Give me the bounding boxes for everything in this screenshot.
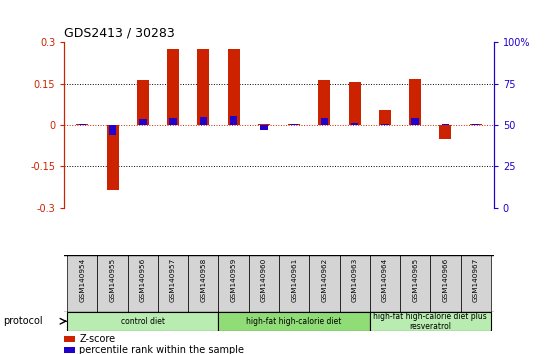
Bar bbox=[76, 124, 88, 125]
Bar bbox=[64, 347, 75, 353]
Bar bbox=[219, 255, 249, 312]
Bar bbox=[169, 119, 177, 125]
Bar bbox=[288, 124, 300, 125]
Bar bbox=[128, 255, 158, 312]
Bar bbox=[460, 255, 491, 312]
Text: GSM140965: GSM140965 bbox=[412, 258, 418, 302]
Bar bbox=[439, 125, 451, 139]
Bar bbox=[139, 119, 147, 125]
Bar bbox=[64, 336, 75, 342]
Text: protocol: protocol bbox=[3, 316, 42, 326]
Bar bbox=[67, 312, 219, 331]
Bar bbox=[290, 124, 298, 125]
Bar bbox=[441, 124, 449, 125]
Bar bbox=[400, 255, 430, 312]
Bar bbox=[339, 255, 370, 312]
Bar bbox=[470, 124, 482, 125]
Bar bbox=[370, 312, 491, 331]
Bar bbox=[409, 79, 421, 125]
Text: GSM140959: GSM140959 bbox=[230, 258, 237, 302]
Text: GSM140962: GSM140962 bbox=[321, 258, 328, 302]
Text: high-fat high-calorie diet plus
resveratrol: high-fat high-calorie diet plus resverat… bbox=[373, 312, 487, 331]
Bar bbox=[98, 255, 128, 312]
Text: GSM140967: GSM140967 bbox=[473, 258, 479, 302]
Bar bbox=[258, 124, 270, 125]
Bar bbox=[321, 119, 328, 125]
Text: GSM140956: GSM140956 bbox=[140, 258, 146, 302]
Bar bbox=[188, 255, 219, 312]
Bar bbox=[249, 255, 279, 312]
Bar bbox=[109, 125, 117, 135]
Bar bbox=[230, 116, 237, 125]
Bar bbox=[279, 255, 309, 312]
Bar bbox=[351, 122, 358, 125]
Text: GSM140963: GSM140963 bbox=[352, 258, 358, 302]
Bar bbox=[349, 82, 360, 125]
Text: GSM140957: GSM140957 bbox=[170, 258, 176, 302]
Text: GSM140964: GSM140964 bbox=[382, 258, 388, 302]
Bar bbox=[219, 312, 370, 331]
Text: GSM140960: GSM140960 bbox=[261, 258, 267, 302]
Bar bbox=[200, 117, 207, 125]
Bar bbox=[309, 255, 339, 312]
Bar bbox=[260, 125, 268, 130]
Bar bbox=[67, 255, 98, 312]
Bar bbox=[228, 48, 240, 125]
Text: percentile rank within the sample: percentile rank within the sample bbox=[79, 345, 244, 354]
Bar bbox=[430, 255, 460, 312]
Bar bbox=[379, 110, 391, 125]
Text: GSM140954: GSM140954 bbox=[79, 258, 85, 302]
Bar bbox=[158, 255, 188, 312]
Bar bbox=[381, 124, 389, 125]
Bar bbox=[137, 80, 149, 125]
Text: Z-score: Z-score bbox=[79, 334, 116, 344]
Text: GSM140955: GSM140955 bbox=[109, 258, 116, 302]
Bar bbox=[107, 125, 119, 190]
Bar bbox=[411, 119, 419, 125]
Text: high-fat high-calorie diet: high-fat high-calorie diet bbox=[247, 317, 342, 326]
Text: GSM140961: GSM140961 bbox=[291, 258, 297, 302]
Bar bbox=[79, 124, 86, 125]
Bar bbox=[472, 124, 479, 125]
Text: GSM140966: GSM140966 bbox=[442, 258, 449, 302]
Bar bbox=[318, 80, 330, 125]
Text: GDS2413 / 30283: GDS2413 / 30283 bbox=[64, 27, 175, 40]
Text: control diet: control diet bbox=[121, 317, 165, 326]
Bar bbox=[167, 48, 179, 125]
Bar bbox=[370, 255, 400, 312]
Bar bbox=[198, 48, 209, 125]
Text: GSM140958: GSM140958 bbox=[200, 258, 206, 302]
